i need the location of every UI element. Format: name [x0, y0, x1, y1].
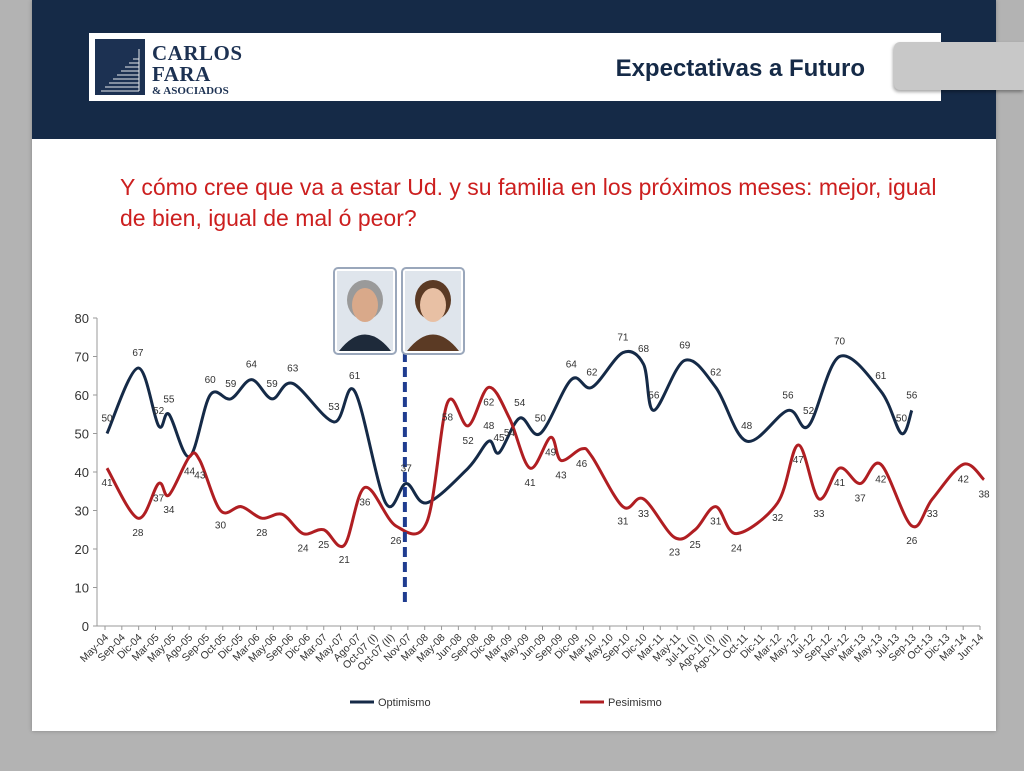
- data-label: 59: [225, 379, 237, 390]
- data-label: 41: [101, 478, 113, 489]
- data-label: 45: [494, 433, 506, 444]
- data-label: 44: [184, 467, 196, 478]
- data-label: 62: [710, 367, 722, 378]
- logo-line1: CARLOS: [152, 41, 243, 65]
- data-label: 41: [524, 478, 536, 489]
- header-box: CARLOS FARA & ASOCIADOS Expectativas a F…: [89, 33, 941, 101]
- data-label: 31: [710, 517, 722, 528]
- data-label: 58: [442, 413, 454, 424]
- legend-label-optimismo: Optimismo: [378, 697, 431, 709]
- data-label: 63: [287, 363, 299, 374]
- header-band: CARLOS FARA & ASOCIADOS Expectativas a F…: [32, 0, 996, 139]
- slide: CARLOS FARA & ASOCIADOS Expectativas a F…: [32, 0, 996, 731]
- data-label: 33: [813, 509, 825, 520]
- y-tick-label: 60: [75, 388, 89, 403]
- y-tick-label: 50: [75, 427, 89, 442]
- data-label: 25: [690, 540, 702, 551]
- data-label: 33: [927, 509, 939, 520]
- data-label: 26: [390, 536, 402, 547]
- logo-stairs-icon: [95, 39, 145, 95]
- data-label: 28: [132, 528, 144, 539]
- data-label: 53: [328, 402, 340, 413]
- data-label: 43: [555, 470, 567, 481]
- data-label: 56: [906, 390, 918, 401]
- data-label: 43: [194, 470, 206, 481]
- data-label: 56: [782, 390, 794, 401]
- data-label: 32: [772, 513, 784, 524]
- data-label: 50: [896, 414, 908, 425]
- data-label: 70: [834, 337, 846, 348]
- data-label: 56: [648, 390, 660, 401]
- data-label: 52: [153, 406, 165, 417]
- data-label: 37: [401, 464, 413, 475]
- data-label: 48: [483, 421, 495, 432]
- y-tick-label: 10: [75, 581, 89, 596]
- side-tab: [894, 42, 1024, 90]
- data-label: 33: [638, 509, 650, 520]
- data-label: 68: [638, 344, 650, 355]
- data-label: 60: [205, 375, 217, 386]
- data-label: 62: [483, 397, 495, 408]
- photo-face: [352, 288, 378, 322]
- data-label: 62: [586, 367, 598, 378]
- data-label: 49: [545, 447, 557, 458]
- series-line-pesimismo: [105, 385, 986, 549]
- data-label: 67: [132, 348, 144, 359]
- data-label: 36: [359, 497, 371, 508]
- legend-label-pesimismo: Pesimismo: [608, 697, 662, 709]
- data-label: 64: [246, 360, 258, 371]
- data-label: 30: [215, 521, 227, 532]
- photo-body: [339, 334, 391, 351]
- series-line-optimismo: [105, 349, 914, 508]
- data-label: 42: [958, 474, 970, 485]
- data-label: 54: [514, 398, 526, 409]
- data-label: 69: [679, 340, 691, 351]
- data-label: 25: [318, 540, 330, 551]
- data-label: 52: [803, 406, 815, 417]
- data-label: 46: [576, 459, 588, 470]
- data-label: 59: [267, 379, 279, 390]
- data-label: 24: [731, 544, 743, 555]
- y-tick-label: 0: [82, 619, 89, 634]
- data-label: 28: [256, 528, 268, 539]
- y-tick-label: 70: [75, 350, 89, 365]
- page-title: Expectativas a Futuro: [615, 55, 865, 82]
- question-text: Y cómo cree que va a estar Ud. y su fami…: [120, 174, 937, 231]
- photo-body: [407, 334, 459, 351]
- portrait-man-icon: [333, 267, 397, 355]
- data-label: 47: [793, 455, 805, 466]
- data-label: 24: [297, 544, 309, 555]
- data-label: 42: [875, 474, 887, 485]
- data-label: 50: [101, 414, 113, 425]
- data-label: 50: [535, 414, 547, 425]
- data-label: 55: [163, 394, 175, 405]
- y-tick-label: 20: [75, 542, 89, 557]
- y-tick-label: 80: [75, 311, 89, 326]
- data-label: 31: [617, 517, 629, 528]
- data-label: 54: [504, 428, 516, 439]
- logo-line2: FARA: [152, 62, 211, 86]
- data-label: 48: [741, 421, 753, 432]
- data-label: 61: [875, 371, 887, 382]
- data-label: 38: [978, 490, 990, 501]
- data-label: 34: [163, 505, 175, 516]
- data-label: 37: [153, 494, 165, 505]
- y-tick-label: 30: [75, 504, 89, 519]
- data-label: 26: [906, 536, 918, 547]
- photo-face: [420, 288, 446, 322]
- data-label: 52: [463, 436, 475, 447]
- portrait-woman-icon: [401, 267, 465, 355]
- data-label: 21: [339, 555, 351, 566]
- y-tick-label: 40: [75, 465, 89, 480]
- logo-text: CARLOS FARA & ASOCIADOS: [152, 43, 243, 97]
- data-label: 64: [566, 360, 578, 371]
- data-label: 41: [834, 478, 846, 489]
- logo-line3: & ASOCIADOS: [152, 85, 229, 97]
- data-label: 23: [669, 547, 681, 558]
- data-label: 71: [617, 333, 629, 344]
- company-logo: CARLOS FARA & ASOCIADOS: [95, 39, 245, 97]
- data-label: 61: [349, 371, 361, 382]
- data-label: 37: [855, 494, 867, 505]
